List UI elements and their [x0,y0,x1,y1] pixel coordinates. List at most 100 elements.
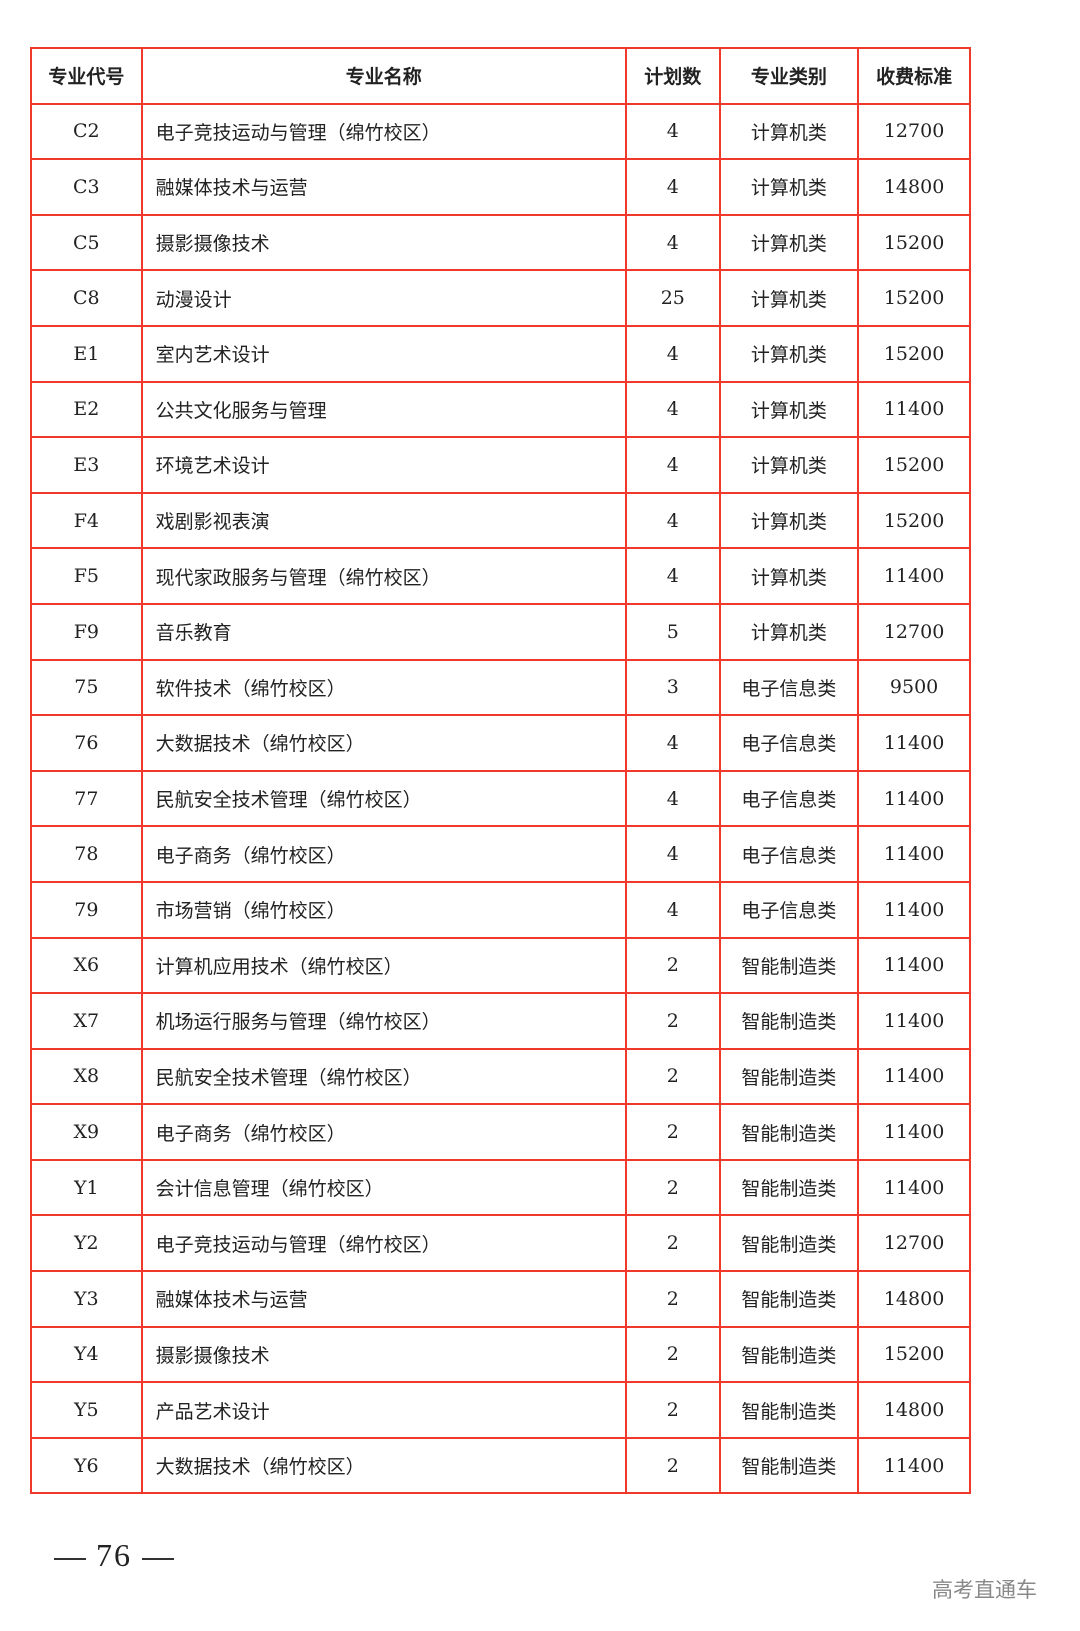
cell-code: 79 [30,880,143,939]
header-fee: 收费标准 [857,47,971,105]
cell-name: 机场运行服务与管理（绵竹校区） [140,992,627,1050]
cell-fee: 12700 [857,1214,971,1273]
page-number-text: 76 [96,1537,132,1573]
table-row: F5 现代家政服务与管理（绵竹校区） 4 计算机类 11400 [30,547,971,605]
table-row: Y2 电子竞技运动与管理（绵竹校区） 2 智能制造类 12700 [30,1214,971,1273]
header-name: 专业名称 [140,47,627,105]
cell-name: 电子商务（绵竹校区） [140,1103,627,1161]
cell-category: 智能制造类 [718,1436,860,1495]
cell-plan-count: 2 [624,1158,721,1217]
cell-category: 智能制造类 [718,936,860,995]
table-row: Y4 摄影摄像技术 2 智能制造类 15200 [30,1325,971,1384]
cell-code: X8 [30,1047,143,1106]
cell-category: 智能制造类 [718,1214,860,1273]
table-row: Y5 产品艺术设计 2 智能制造类 14800 [30,1381,971,1439]
cell-plan-count: 2 [624,1325,721,1384]
cell-fee: 14800 [857,158,971,216]
cell-name: 戏剧影视表演 [140,491,627,550]
cell-category: 计算机类 [718,269,860,327]
cell-code: Y4 [30,1325,143,1384]
table-row: X8 民航安全技术管理（绵竹校区） 2 智能制造类 11400 [30,1047,971,1106]
cell-code: Y3 [30,1270,143,1328]
cell-name: 大数据技术（绵竹校区） [140,714,627,772]
table-row: F4 戏剧影视表演 4 计算机类 15200 [30,491,971,550]
cell-plan-count: 4 [624,769,721,828]
cell-plan-count: 4 [624,714,721,772]
cell-name: 摄影摄像技术 [140,213,627,272]
cell-plan-count: 4 [624,547,721,605]
cell-category: 计算机类 [718,436,860,494]
cell-code: Y2 [30,1214,143,1273]
cell-name: 民航安全技术管理（绵竹校区） [140,1047,627,1106]
cell-fee: 11400 [857,1436,971,1495]
cell-plan-count: 2 [624,1103,721,1161]
cell-name: 大数据技术（绵竹校区） [140,1436,627,1495]
cell-name: 动漫设计 [140,269,627,327]
cell-plan-count: 4 [624,380,721,439]
cell-code: C2 [30,102,143,161]
cell-code: Y5 [30,1381,143,1439]
cell-name: 软件技术（绵竹校区） [140,658,627,717]
cell-category: 智能制造类 [718,992,860,1050]
cell-name: 民航安全技术管理（绵竹校区） [140,769,627,828]
cell-code: E2 [30,380,143,439]
cell-code: C8 [30,269,143,327]
table-row: C2 电子竞技运动与管理（绵竹校区） 4 计算机类 12700 [30,102,971,161]
cell-fee: 11400 [857,714,971,772]
cell-name: 融媒体技术与运营 [140,158,627,216]
header-code: 专业代号 [30,47,143,105]
cell-category: 智能制造类 [718,1270,860,1328]
cell-plan-count: 4 [624,102,721,161]
cell-code: 76 [30,714,143,772]
table-row: 78 电子商务（绵竹校区） 4 电子信息类 11400 [30,825,971,883]
cell-plan-count: 4 [624,436,721,494]
cell-category: 计算机类 [718,491,860,550]
cell-fee: 12700 [857,602,971,661]
table-row: E3 环境艺术设计 4 计算机类 15200 [30,436,971,494]
table-row: C3 融媒体技术与运营 4 计算机类 14800 [30,158,971,216]
cell-plan-count: 2 [624,1214,721,1273]
cell-category: 智能制造类 [718,1325,860,1384]
cell-name: 市场营销（绵竹校区） [140,880,627,939]
cell-name: 电子商务（绵竹校区） [140,825,627,883]
table-row: F9 音乐教育 5 计算机类 12700 [30,602,971,661]
table-row: X6 计算机应用技术（绵竹校区） 2 智能制造类 11400 [30,936,971,995]
cell-code: E1 [30,324,143,383]
cell-plan-count: 4 [624,880,721,939]
cell-category: 电子信息类 [718,769,860,828]
cell-fee: 14800 [857,1381,971,1439]
cell-fee: 11400 [857,936,971,995]
cell-fee: 12700 [857,102,971,161]
header-plan-count: 计划数 [624,47,721,105]
cell-code: C3 [30,158,143,216]
cell-plan-count: 4 [624,213,721,272]
table-row: Y1 会计信息管理（绵竹校区） 2 智能制造类 11400 [30,1158,971,1217]
dash-left [54,1557,86,1560]
cell-fee: 11400 [857,769,971,828]
table-row: C5 摄影摄像技术 4 计算机类 15200 [30,213,971,272]
cell-code: 77 [30,769,143,828]
enrollment-plan-table: 专业代号 专业名称 计划数 专业类别 收费标准 C2 电子竞技运动与管理（绵竹校区） 4 计算… [30,47,971,1495]
cell-code: C5 [30,213,143,272]
cell-category: 智能制造类 [718,1047,860,1106]
cell-category: 计算机类 [718,602,860,661]
table-row: C8 动漫设计 25 计算机类 15200 [30,269,971,327]
cell-category: 计算机类 [718,158,860,216]
cell-name: 计算机应用技术（绵竹校区） [140,936,627,995]
cell-fee: 11400 [857,880,971,939]
cell-plan-count: 4 [624,825,721,883]
table-row: E1 室内艺术设计 4 计算机类 15200 [30,324,971,383]
header-category: 专业类别 [718,47,860,105]
table-header-row: 专业代号 专业名称 计划数 专业类别 收费标准 [30,47,971,105]
cell-name: 电子竞技运动与管理（绵竹校区） [140,102,627,161]
cell-fee: 15200 [857,324,971,383]
cell-code: F4 [30,491,143,550]
cell-fee: 15200 [857,491,971,550]
cell-code: 78 [30,825,143,883]
cell-category: 电子信息类 [718,880,860,939]
cell-name: 融媒体技术与运营 [140,1270,627,1328]
table-row: X7 机场运行服务与管理（绵竹校区） 2 智能制造类 11400 [30,992,971,1050]
cell-category: 智能制造类 [718,1103,860,1161]
cell-category: 计算机类 [718,324,860,383]
cell-name: 环境艺术设计 [140,436,627,494]
